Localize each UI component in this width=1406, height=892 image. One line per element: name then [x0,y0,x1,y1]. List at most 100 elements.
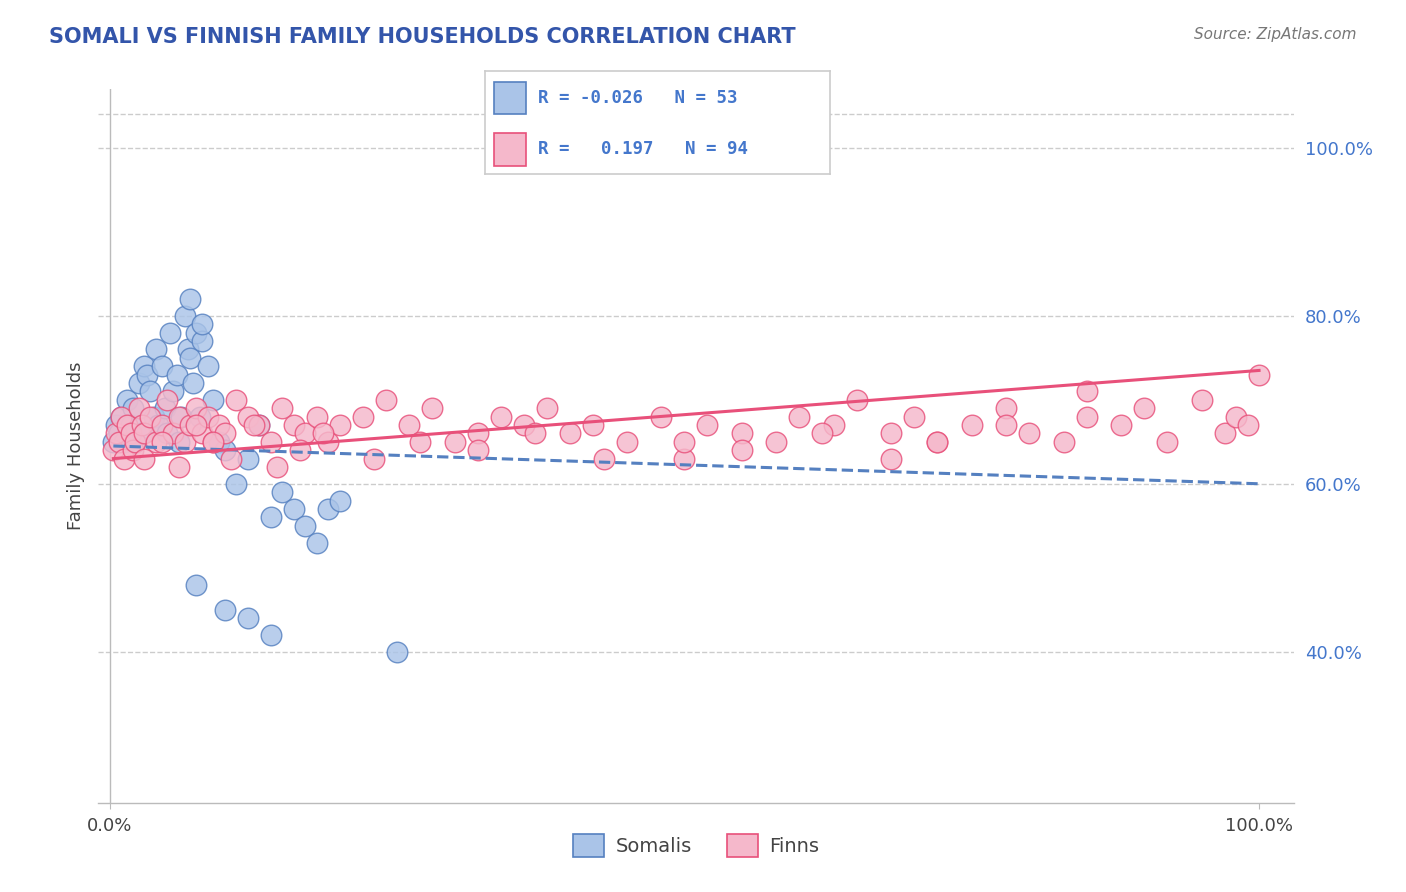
Point [927,434,949,449]
Point [139,384,162,399]
Point [398,417,420,432]
Point [927,434,949,449]
Point [184,577,207,591]
Point [184,326,207,340]
Point [288,443,311,458]
Point [179,292,201,306]
Point [329,417,352,432]
Point [1076,409,1098,424]
Point [420,401,443,416]
Point [1191,392,1213,407]
Point [443,434,465,449]
Point [166,368,188,382]
Point [1236,417,1258,432]
Point [880,451,903,466]
Point [363,451,385,466]
Point [329,493,352,508]
Point [260,510,283,524]
Point [524,426,547,441]
Point [208,417,231,432]
Point [214,603,236,617]
Point [202,434,225,449]
Point [536,401,558,416]
Point [128,376,150,390]
Point [294,426,316,441]
Point [316,434,339,449]
Point [103,434,125,449]
Point [385,645,409,659]
Point [467,426,489,441]
Point [184,401,207,416]
Point [202,392,225,407]
Point [108,426,131,441]
Point [124,434,146,449]
Legend: Somalis, Finns: Somalis, Finns [565,826,827,864]
Point [170,409,193,424]
Point [236,611,259,625]
Point [150,359,173,374]
Point [208,434,231,449]
Text: R =   0.197   N = 94: R = 0.197 N = 94 [538,140,748,158]
Point [260,628,283,642]
Point [880,426,903,441]
Text: SOMALI VS FINNISH FAMILY HOUSEHOLDS CORRELATION CHART: SOMALI VS FINNISH FAMILY HOUSEHOLDS CORR… [49,27,796,46]
Point [191,334,214,348]
Point [131,417,153,432]
Point [179,417,201,432]
Point [266,460,288,475]
Point [305,535,328,549]
Point [960,417,983,432]
Point [112,434,135,449]
Point [177,343,200,357]
Point [673,451,696,466]
Point [283,417,305,432]
Point [1156,434,1178,449]
Point [173,309,195,323]
Point [512,417,534,432]
Point [110,409,132,424]
Point [489,409,512,424]
Point [236,451,259,466]
Point [120,426,142,441]
Text: R = -0.026   N = 53: R = -0.026 N = 53 [538,88,738,106]
Point [156,392,179,407]
Point [696,417,718,432]
Point [789,409,811,424]
Point [122,443,145,458]
FancyBboxPatch shape [494,82,526,114]
Point [593,451,616,466]
Point [131,426,153,441]
Point [1247,368,1270,382]
Point [167,434,190,449]
Point [1225,409,1247,424]
Point [148,417,170,432]
Point [103,443,125,458]
Point [260,434,283,449]
Point [271,485,294,500]
Point [104,417,127,432]
Point [1076,384,1098,399]
Point [247,417,270,432]
Point [581,417,603,432]
Point [150,417,173,432]
Point [104,426,127,441]
Point [305,409,328,424]
Point [1053,434,1076,449]
Point [159,326,181,340]
Point [139,409,162,424]
Point [374,392,396,407]
Point [173,434,195,449]
Point [188,409,211,424]
Point [191,426,214,441]
Point [558,426,581,441]
Point [765,434,787,449]
Point [115,392,138,407]
Point [153,401,176,416]
Point [311,426,333,441]
Point [731,443,754,458]
Point [135,368,157,382]
Y-axis label: Family Households: Family Households [66,362,84,530]
Point [242,417,264,432]
Point [995,401,1018,416]
Point [1133,401,1156,416]
